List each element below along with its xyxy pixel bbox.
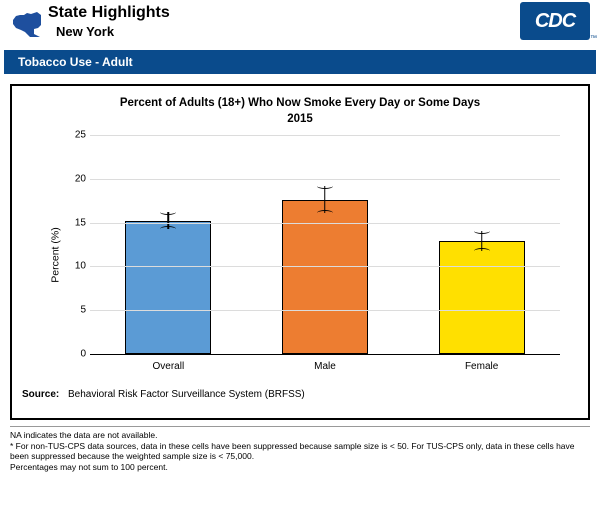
- plot-wrap: Percent (%) 0510152025 OverallMaleFemale: [68, 135, 560, 375]
- ytick-label: 10: [68, 261, 86, 272]
- bar-slot: [275, 135, 375, 354]
- chart-frame: Percent of Adults (18+) Who Now Smoke Ev…: [10, 84, 590, 420]
- plot-area: 0510152025: [90, 135, 560, 355]
- footnote-3: Percentages may not sum to 100 percent.: [10, 462, 590, 473]
- header: State Highlights New York CDC ™: [0, 0, 600, 50]
- y-axis-label: Percent (%): [50, 227, 62, 282]
- cdc-logo-text: CDC: [535, 10, 575, 33]
- chart-title-line2: 2015: [287, 113, 313, 125]
- header-left: State Highlights New York: [10, 4, 590, 40]
- errorbar-cap-bottom: [160, 226, 176, 232]
- errorbar-cap-bottom: [474, 248, 490, 254]
- xtick-label: Female: [432, 357, 532, 375]
- bar-overall: [125, 221, 211, 354]
- chart-title: Percent of Adults (18+) Who Now Smoke Ev…: [20, 96, 580, 127]
- x-labels-row: Overall Male Female: [90, 357, 560, 375]
- gridline: [90, 135, 560, 136]
- page-root: State Highlights New York CDC ™ Tobacco …: [0, 0, 600, 473]
- state-name: New York: [56, 24, 170, 39]
- footnotes: NA indicates the data are not available.…: [10, 426, 590, 473]
- ytick-label: 0: [68, 349, 86, 360]
- errorbar-cap-top: [317, 183, 333, 189]
- bar-slot: [118, 135, 218, 354]
- xtick-label: Male: [275, 357, 375, 375]
- errorbar-cap-top: [160, 209, 176, 215]
- ytick-label: 25: [68, 130, 86, 141]
- bar-female: [439, 241, 525, 354]
- page-title: State Highlights: [48, 4, 170, 22]
- chart-title-line1: Percent of Adults (18+) Who Now Smoke Ev…: [120, 97, 480, 109]
- footnote-1: NA indicates the data are not available.: [10, 430, 590, 441]
- bar-slot: [432, 135, 532, 354]
- cdc-logo: CDC ™: [520, 2, 590, 40]
- bars-row: [90, 135, 560, 354]
- footnote-2: * For non-TUS-CPS data sources, data in …: [10, 441, 590, 462]
- xtick-label: Overall: [118, 357, 218, 375]
- source-label: Source:: [22, 389, 59, 400]
- ytick-label: 20: [68, 173, 86, 184]
- ytick-label: 15: [68, 217, 86, 228]
- gridline: [90, 223, 560, 224]
- errorbar-cap-bottom: [317, 210, 333, 216]
- trademark-icon: ™: [590, 35, 597, 42]
- source-line: Source: Behavioral Risk Factor Surveilla…: [22, 389, 580, 400]
- header-titles: State Highlights New York: [48, 4, 170, 39]
- ytick-label: 5: [68, 305, 86, 316]
- gridline: [90, 179, 560, 180]
- errorbar-cap-top: [474, 228, 490, 234]
- errorbar: [324, 186, 326, 213]
- source-text: Behavioral Risk Factor Surveillance Syst…: [68, 389, 305, 400]
- gridline: [90, 266, 560, 267]
- section-bar: Tobacco Use - Adult: [4, 50, 596, 74]
- gridline: [90, 310, 560, 311]
- ny-state-icon: [10, 6, 44, 40]
